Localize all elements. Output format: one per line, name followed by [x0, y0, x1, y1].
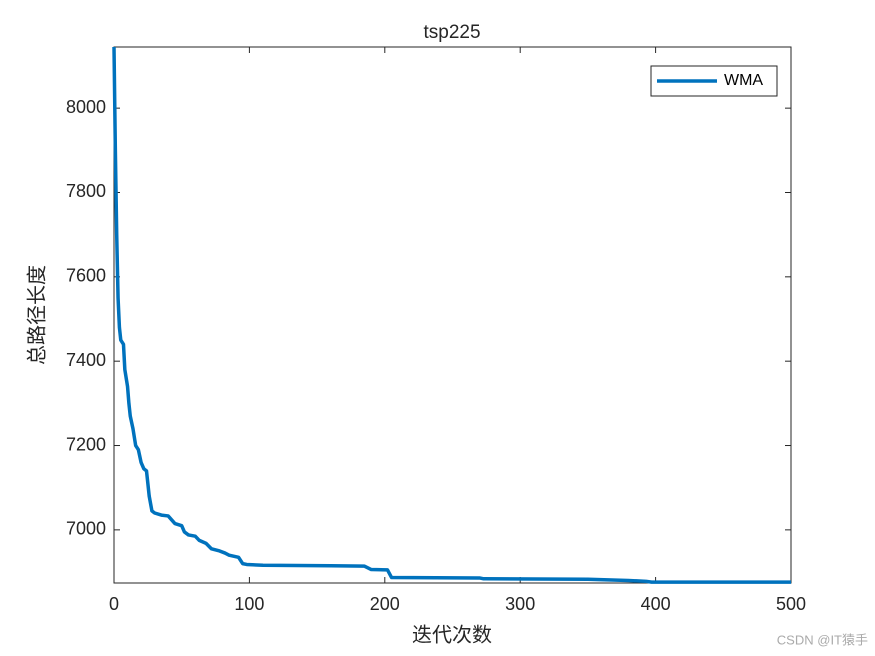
y-tick-label: 8000 [66, 97, 106, 117]
plot-area [113, 46, 792, 584]
x-tick-label: 500 [776, 594, 806, 614]
x-tick-label: 300 [505, 594, 535, 614]
legend-label: WMA [724, 72, 763, 89]
series-line [112, 46, 791, 584]
y-tick-label: 7600 [66, 266, 106, 286]
y-axis-label: 总路径长度 [25, 265, 49, 365]
chart-title: tsp225 [423, 22, 480, 43]
x-tick-label: 100 [234, 594, 264, 614]
y-tick-label: 7000 [66, 519, 106, 539]
x-tick-label: 200 [370, 594, 400, 614]
x-axis-label: 迭代次数 [412, 623, 492, 647]
y-tick-label: 7800 [66, 181, 106, 201]
x-tick-label: 0 [109, 594, 119, 614]
watermark: CSDN @IT猿手 [777, 632, 868, 647]
x-tick-label: 400 [641, 594, 671, 614]
y-tick-label: 7400 [66, 350, 106, 370]
y-tick-label: 7200 [66, 434, 106, 454]
